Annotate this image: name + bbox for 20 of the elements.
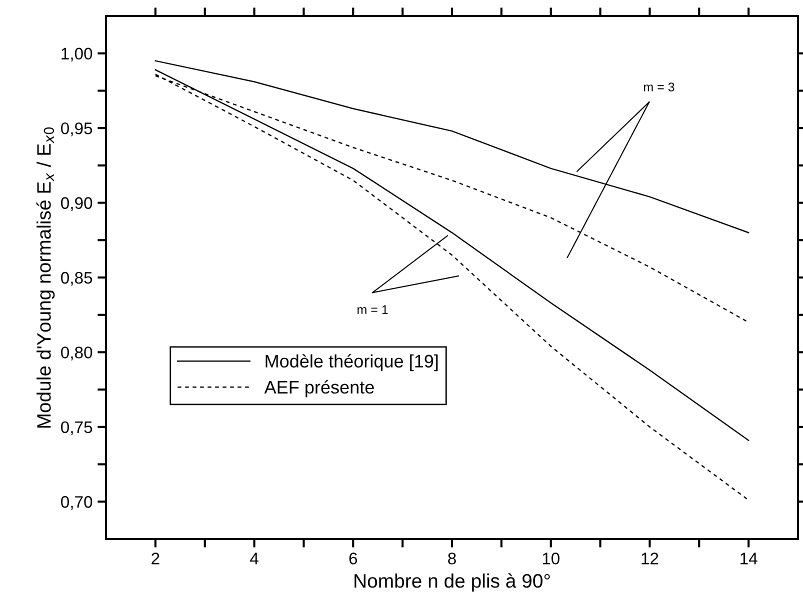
y-tick-label: 0,70 [61,496,92,510]
x-tick-label: 12 [642,552,658,564]
annotation: m = 1 [358,305,388,314]
annotation: m = 3 [644,82,674,92]
y-tick-label: 0,75 [61,421,92,436]
x-tick-label: 2 [152,552,160,564]
x-axis-title: Nombre n de plis à 90° [354,573,550,592]
x-tick-label: 4 [250,552,258,564]
legend-label: Modèle théorique [19] [266,354,438,372]
y-tick-label: 0,95 [61,122,92,136]
x-tick-label: 8 [448,552,456,564]
legend-label: AEF présente [264,380,374,398]
x-tick-label: 14 [740,552,758,564]
x-tick-label: 6 [349,552,358,564]
x-tick-label: 10 [542,552,560,564]
y-tick-label: 0,90 [61,197,92,211]
y-tick-label: 0,85 [61,272,92,286]
y-tick-label: 0,80 [61,346,92,360]
y-axis-title: Module d'Young normalisé E$_{x}$ / E$_{x0}$ [36,127,55,428]
y-tick-label: 1,00 [62,48,92,62]
